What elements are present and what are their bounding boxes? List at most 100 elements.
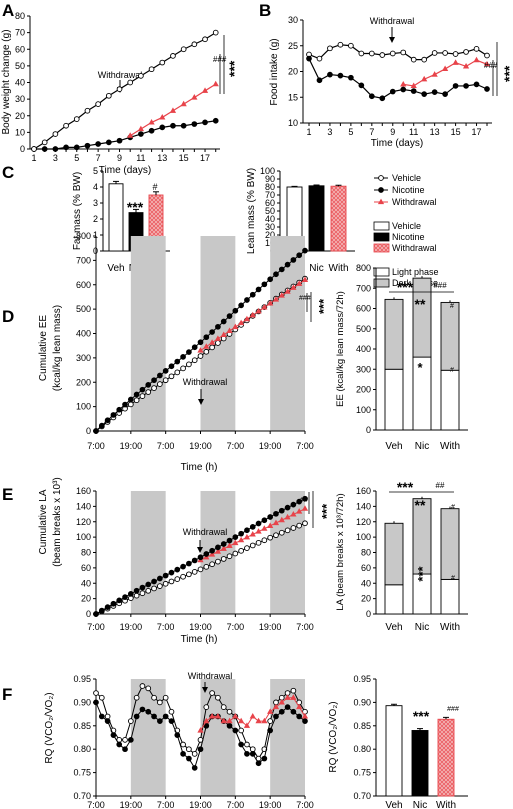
point-nicotine (261, 281, 268, 288)
point-withdrawal (255, 307, 262, 314)
point-nicotine (249, 751, 256, 757)
point-nicotine (255, 760, 262, 767)
point-vehicle (203, 704, 210, 710)
y-ticks-b: 10 15 20 25 30 (288, 15, 303, 128)
point-nicotine (273, 271, 279, 278)
point-nicotine (168, 718, 175, 724)
point-nicotine (159, 124, 166, 131)
point-nicotine (379, 95, 386, 102)
point-vehicle (162, 580, 169, 587)
point-nicotine (63, 144, 69, 151)
point-nicotine (273, 510, 279, 517)
point-nicotine (244, 751, 250, 757)
point-vehicle (484, 52, 490, 59)
point-nicotine (122, 401, 128, 408)
x-axis-label-b: Time (days) (371, 138, 423, 149)
point-vehicle (197, 353, 204, 359)
point-nicotine (145, 708, 152, 715)
x-tick-label: 19:00 (259, 441, 282, 451)
point-vehicle (244, 741, 250, 748)
point-nicotine (180, 563, 186, 570)
point-vehicle (290, 525, 297, 531)
point-nicotine (215, 544, 221, 551)
point-vehicle (174, 576, 181, 582)
point-withdrawal (267, 300, 274, 306)
sig-stars-b: *** (501, 65, 513, 82)
point-nicotine (162, 572, 169, 579)
point-withdrawal (296, 508, 303, 514)
point-nicotine (138, 131, 144, 137)
point-nicotine (226, 537, 233, 544)
point-nicotine (162, 368, 169, 374)
y-tick-label: 70 (265, 190, 275, 200)
point-withdrawal (267, 708, 274, 714)
point-vehicle (191, 569, 198, 575)
y-axis-label-d-1: Cumulative EE (38, 315, 49, 381)
sig-hash-d-bar: ### (433, 281, 447, 290)
y-axis-label-f: RQ (VCO₂/VO₂) (44, 692, 55, 763)
point-nicotine (244, 527, 250, 534)
point-nicotine (122, 594, 128, 600)
point-vehicle (368, 50, 375, 57)
point-vehicle (127, 718, 134, 724)
x-tick-label: 7:00 (87, 441, 105, 451)
y-ticks-d: 0 100 200 300 400 500 600 700 800 (76, 231, 96, 436)
point-vehicle (337, 41, 344, 48)
bar-veh (385, 705, 403, 797)
x-tick-label: 19:00 (259, 622, 282, 632)
point-nicotine (98, 607, 105, 614)
point-nicotine (151, 578, 157, 585)
y-tick-label: 160 (76, 486, 91, 496)
point-nicotine (139, 386, 146, 393)
point-withdrawal (197, 727, 204, 733)
point-withdrawal (191, 94, 198, 100)
y-tick-label: 0 (86, 609, 91, 619)
x-ticks-b: 1 3 5 7 9 11 13 15 17 (306, 123, 488, 137)
y-tick-label: 400 (356, 344, 371, 354)
y-tick-label: 0.75 (353, 768, 371, 778)
series-line-vehicle (308, 44, 488, 61)
point-vehicle (31, 146, 37, 152)
point-vehicle (197, 566, 204, 573)
point-withdrawal (290, 284, 297, 290)
point-withdrawal (261, 525, 268, 531)
point-vehicle (138, 72, 144, 79)
point-nicotine (139, 584, 146, 591)
point-nicotine (209, 547, 215, 554)
point-vehicle (186, 361, 192, 368)
y-tick-label: 0.80 (353, 744, 371, 754)
y-ticks-a: 0 10 20 30 40 50 60 70 80 (15, 11, 30, 154)
point-vehicle (186, 746, 192, 753)
point-nicotine (104, 604, 111, 610)
bars-f-bar: Veh Nic With (385, 703, 456, 809)
point-nicotine (463, 83, 469, 89)
panel-letter-c: C (2, 163, 14, 182)
point-vehicle (431, 50, 438, 56)
y-tick-label: 60 (15, 44, 25, 54)
point-nicotine (278, 266, 285, 273)
y-tick-label: 70 (15, 28, 25, 38)
y-tick-label: 60 (361, 563, 371, 573)
y-tick-label: 800 (356, 263, 371, 273)
sig-hash-a: ### (213, 55, 227, 64)
y-tick-label: 600 (76, 280, 91, 290)
bar-light-with (440, 369, 460, 431)
y-ticks-d-bar: 0 100 200 300 400 500 600 700 800 (356, 263, 376, 435)
x-tick-label: 7:00 (227, 800, 245, 809)
point-nicotine (358, 82, 365, 89)
x-tick-label: 19:00 (189, 800, 212, 809)
point-nicotine (151, 713, 157, 720)
x-tick-label: 19:00 (189, 441, 212, 451)
point-vehicle (209, 690, 215, 696)
point-vehicle (358, 50, 365, 57)
y-tick-label: 0 (366, 425, 371, 435)
series-e (93, 495, 309, 617)
point-vehicle (180, 741, 186, 748)
point-withdrawal (400, 80, 407, 87)
point-withdrawal (127, 132, 134, 138)
sig-hash-e: ## (300, 497, 308, 504)
y-tick-label: 4 (93, 182, 98, 192)
x-tick-label: 7 (369, 127, 374, 137)
